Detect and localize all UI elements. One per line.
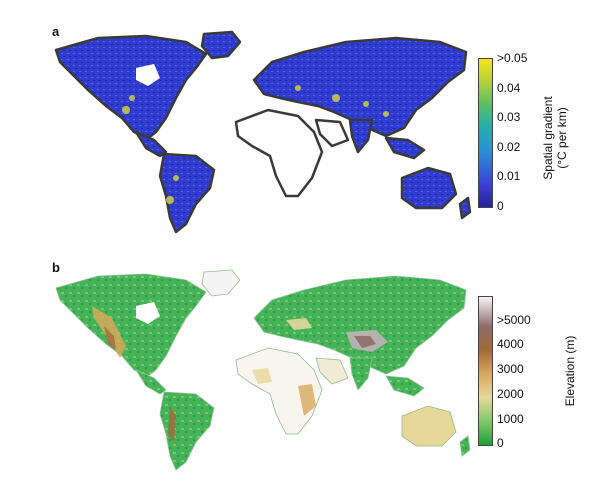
elevation-colorbar	[478, 296, 493, 446]
south-america	[159, 391, 215, 471]
arabia	[315, 357, 349, 385]
southeast-asia	[384, 136, 426, 160]
eurasia	[252, 36, 468, 138]
greenland	[201, 269, 241, 297]
india	[348, 118, 374, 154]
panel-a-label: a	[52, 24, 60, 39]
hudson-bay	[136, 64, 160, 86]
new-zealand	[459, 435, 471, 457]
southeast-asia	[385, 375, 425, 397]
colorbar-b-tick-3000: 3000	[497, 362, 524, 376]
arabia	[314, 118, 350, 148]
colorbar-a-title: Spatial gradient (°C per km)	[541, 83, 569, 193]
colorbar-a-tick-0-03: 0.03	[497, 110, 521, 124]
colorbar-a-title-line1: Spatial gradient	[541, 96, 555, 180]
panel-b-label: b	[52, 260, 60, 275]
colorbar-b-title: Elevation (m)	[563, 335, 577, 407]
colorbar-a-title-line2: (°C per km)	[555, 107, 569, 169]
north-america	[54, 34, 208, 140]
central-america	[134, 369, 167, 395]
australia	[401, 405, 457, 447]
gradient-colorbar	[478, 58, 493, 208]
new-zealand	[458, 196, 472, 220]
australia	[400, 166, 458, 210]
highland-regions	[92, 306, 388, 442]
colorbar-b-tick-2000: 2000	[497, 387, 524, 401]
colorbar-a-tick-0-01: 0.01	[497, 169, 521, 183]
north-america	[55, 273, 207, 377]
colorbar-b-tick-0: 0	[497, 436, 504, 450]
colorbar-a-tick-0-04: 0.04	[497, 81, 521, 95]
colorbar-b-tick-4000: 4000	[497, 337, 524, 351]
elevation-map	[55, 269, 471, 471]
india	[349, 357, 373, 391]
colorbar-b-tick-1000: 1000	[497, 412, 524, 426]
hudson-bay	[136, 302, 160, 324]
colorbar-a-tick-0-02: 0.02	[497, 140, 521, 154]
south-america	[158, 152, 216, 234]
africa	[234, 108, 324, 198]
colorbar-a-tick-max: >0.05	[497, 51, 528, 65]
greenland	[200, 30, 242, 60]
colorbar-a-tick-0: 0	[497, 199, 504, 213]
spatial-gradient-map	[54, 30, 472, 234]
eurasia	[253, 275, 467, 375]
colorbar-b-tick-max: >5000	[497, 313, 531, 327]
